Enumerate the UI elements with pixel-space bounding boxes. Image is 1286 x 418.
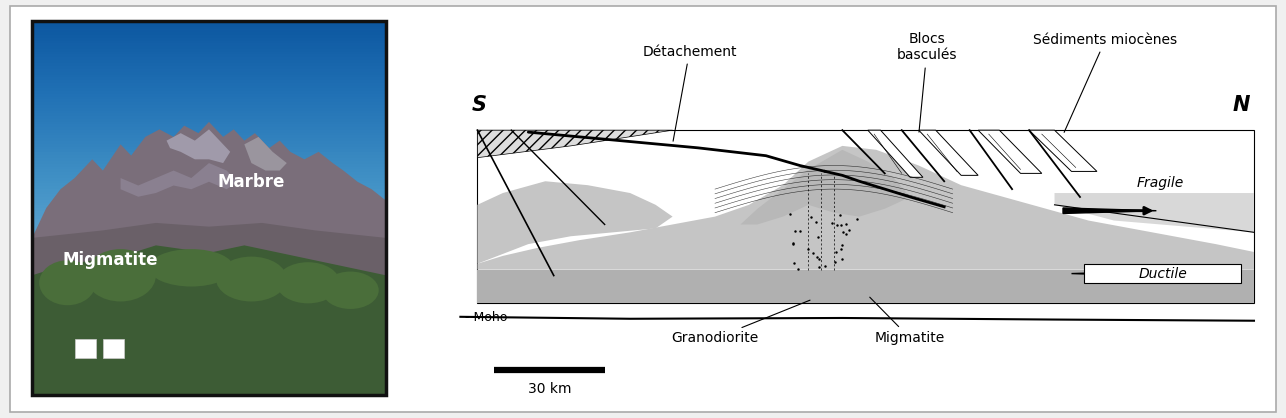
Polygon shape bbox=[32, 122, 386, 395]
Bar bbox=[477, 130, 1254, 303]
Text: Blocs
basculés: Blocs basculés bbox=[896, 32, 958, 132]
Text: Granodiorite: Granodiorite bbox=[671, 300, 810, 345]
Text: Sédiments miocènes: Sédiments miocènes bbox=[1034, 33, 1178, 133]
Polygon shape bbox=[741, 150, 910, 224]
Text: Marbre: Marbre bbox=[217, 173, 285, 191]
Ellipse shape bbox=[276, 262, 340, 303]
Polygon shape bbox=[1029, 130, 1097, 171]
Text: Migmatite: Migmatite bbox=[869, 297, 945, 345]
Bar bbox=[103, 339, 125, 358]
Polygon shape bbox=[1071, 271, 1165, 276]
Polygon shape bbox=[32, 245, 386, 395]
Bar bbox=[1084, 264, 1241, 283]
Text: 30 km: 30 km bbox=[527, 382, 571, 395]
Polygon shape bbox=[477, 146, 1254, 270]
Polygon shape bbox=[477, 181, 673, 264]
Text: N: N bbox=[1232, 94, 1250, 115]
Polygon shape bbox=[32, 223, 386, 395]
Ellipse shape bbox=[40, 260, 96, 305]
Text: Ductile: Ductile bbox=[1139, 267, 1187, 280]
Polygon shape bbox=[244, 137, 287, 171]
Text: - Moho: - Moho bbox=[464, 311, 507, 324]
Polygon shape bbox=[868, 130, 923, 177]
Polygon shape bbox=[918, 130, 979, 176]
Polygon shape bbox=[1055, 193, 1254, 232]
Polygon shape bbox=[477, 130, 673, 158]
Polygon shape bbox=[979, 130, 1042, 173]
Text: S: S bbox=[472, 94, 486, 115]
Ellipse shape bbox=[322, 272, 379, 309]
Ellipse shape bbox=[85, 249, 156, 301]
Polygon shape bbox=[167, 130, 230, 163]
Text: Migmatite: Migmatite bbox=[62, 251, 158, 269]
Bar bbox=[75, 339, 96, 358]
Text: Détachement: Détachement bbox=[642, 44, 737, 141]
Ellipse shape bbox=[149, 249, 234, 286]
Polygon shape bbox=[121, 163, 238, 197]
Ellipse shape bbox=[216, 257, 287, 301]
Polygon shape bbox=[1064, 208, 1156, 214]
Bar bbox=[477, 270, 1254, 303]
Text: Fragile: Fragile bbox=[1137, 176, 1184, 190]
